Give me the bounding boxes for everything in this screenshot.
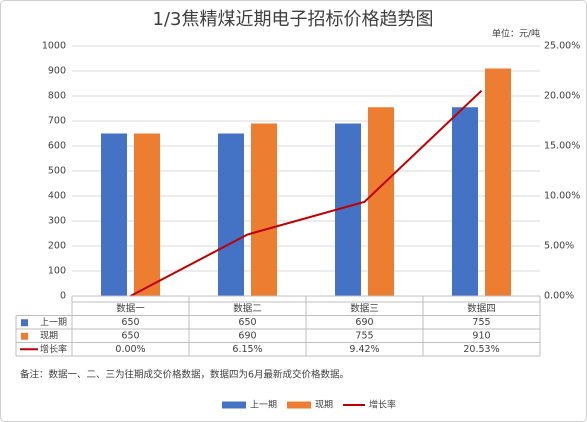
legend-key — [222, 401, 246, 409]
x-tick-label: 数据一 — [116, 302, 145, 314]
y-tick-label: 700 — [48, 116, 66, 127]
y-tick-label: 300 — [48, 216, 66, 227]
y2-tick-label: 15.00% — [544, 141, 580, 152]
table-row-label: 增长率 — [40, 343, 67, 355]
y-tick-label: 200 — [48, 241, 66, 252]
table-cell: 650 — [238, 317, 256, 328]
y2-tick-label: 10.00% — [544, 191, 580, 202]
table-cell: 650 — [121, 330, 139, 341]
legend-key — [287, 401, 312, 409]
bar — [251, 123, 277, 296]
y2-tick-label: 0.00% — [544, 291, 574, 302]
table-cell: 20.53% — [463, 344, 499, 355]
table-cell: 755 — [472, 317, 490, 328]
note: 备注：数据一、二、三为往期成交价格数据，数据四为6月最新成交价格数据。 — [20, 369, 349, 381]
table-cell: 0.00% — [115, 344, 145, 355]
table-row-label: 上一期 — [40, 317, 67, 328]
y-tick-label: 100 — [48, 266, 66, 277]
bar — [218, 133, 244, 296]
table-cell: 755 — [355, 330, 373, 341]
y-tick-label: 400 — [48, 191, 66, 202]
bar — [368, 107, 394, 296]
x-tick-label: 数据二 — [233, 302, 262, 314]
table-cell: 9.42% — [349, 344, 379, 355]
x-tick-label: 数据三 — [350, 302, 379, 314]
y-tick-label: 1000 — [42, 41, 66, 52]
bar — [134, 133, 160, 296]
legend-label: 增长率 — [369, 399, 396, 411]
x-tick-label: 数据四 — [467, 302, 496, 314]
chart-title: 1/3焦精煤近期电子招标价格趋势图 — [153, 9, 434, 30]
bar — [452, 107, 478, 296]
y-tick-label: 900 — [48, 66, 66, 77]
y2-tick-label: 25.00% — [544, 41, 580, 52]
table-legend-key — [21, 319, 28, 327]
table-row-label: 现期 — [40, 330, 58, 341]
y-tick-label: 0 — [60, 291, 66, 302]
bar — [101, 133, 127, 296]
y-tick-label: 800 — [48, 91, 66, 102]
y2-tick-label: 5.00% — [544, 241, 574, 252]
table-legend-key — [21, 332, 28, 340]
legend-label: 现期 — [315, 400, 333, 411]
table-cell: 650 — [121, 317, 139, 328]
unit-label: 单位：元/吨 — [492, 28, 540, 40]
y2-tick-label: 20.00% — [544, 91, 580, 102]
table-cell: 910 — [472, 330, 490, 341]
y-tick-label: 500 — [48, 166, 66, 177]
table-cell: 690 — [238, 330, 256, 341]
bar — [485, 68, 511, 296]
y-tick-label: 600 — [48, 141, 66, 152]
table-cell: 690 — [355, 317, 373, 328]
legend-label: 上一期 — [250, 400, 277, 411]
table-cell: 6.15% — [232, 344, 262, 355]
line-series — [130, 89, 483, 297]
